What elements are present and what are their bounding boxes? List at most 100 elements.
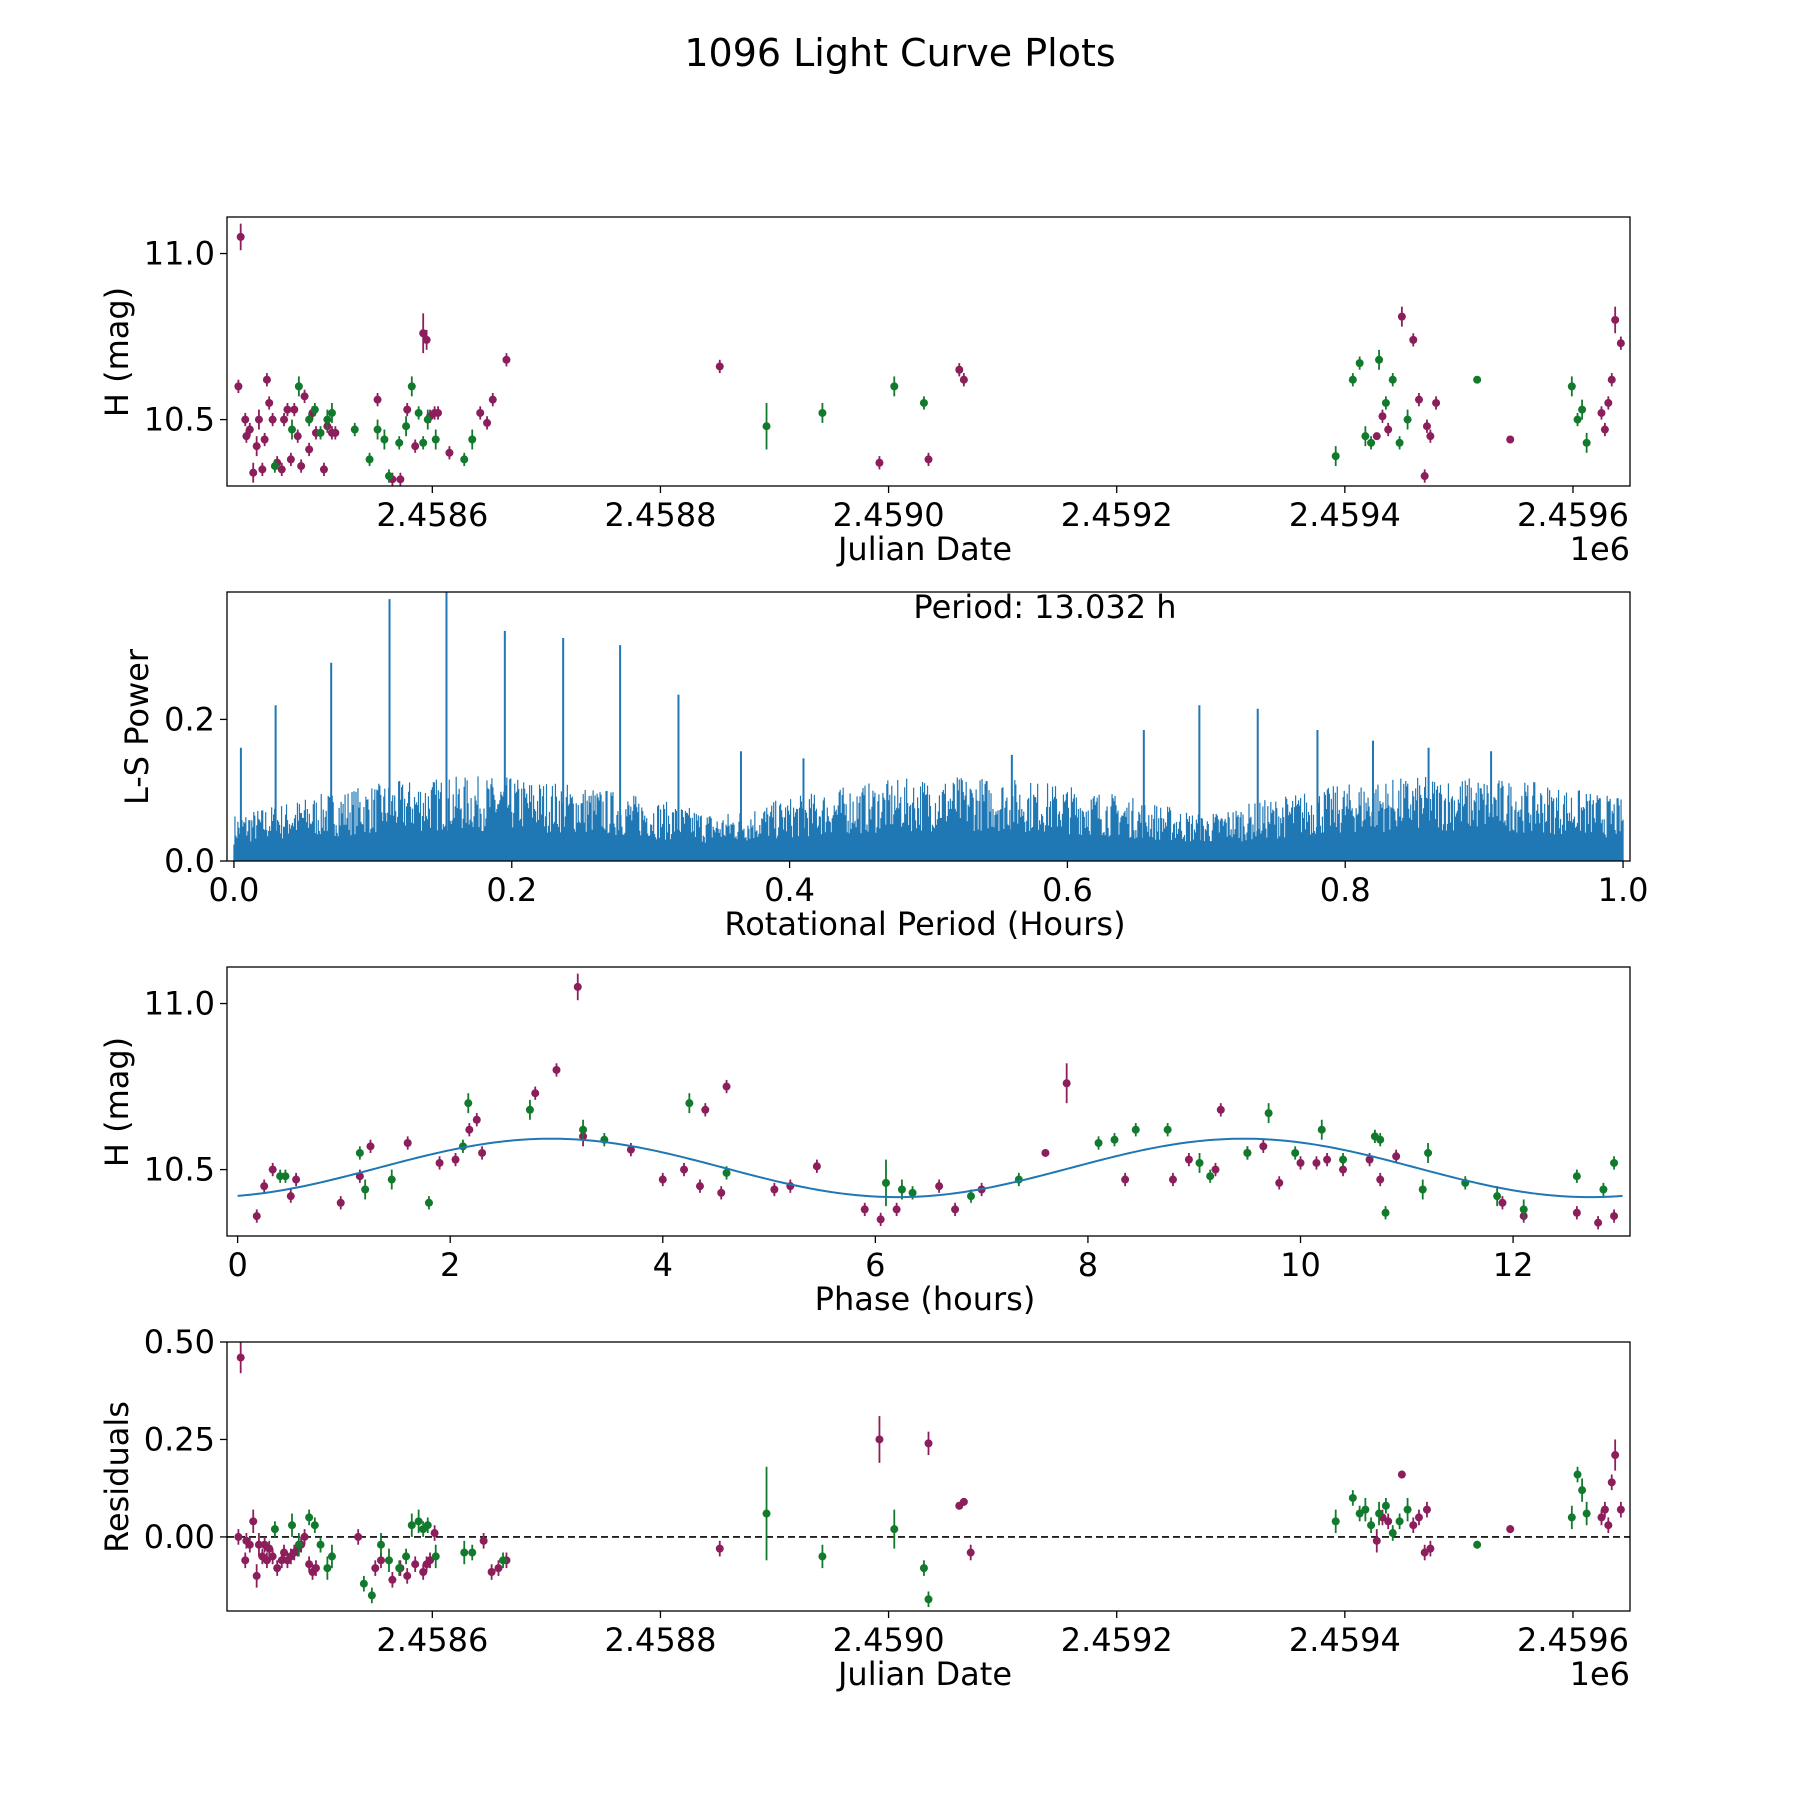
residuals-magenta-point bbox=[494, 1564, 503, 1573]
lightcurve-magenta-point bbox=[1414, 395, 1423, 404]
periodogram-xtick-label: 0.8 bbox=[1320, 871, 1371, 909]
residuals-ytick-label: 0.00 bbox=[144, 1518, 215, 1556]
lightcurve-xlabel: Julian Date bbox=[836, 530, 1012, 568]
phased-points bbox=[252, 973, 1619, 1230]
lightcurve-green-point bbox=[373, 425, 382, 434]
phased-magenta-point bbox=[1498, 1198, 1507, 1207]
phased-magenta-point bbox=[1211, 1165, 1220, 1174]
residuals-green-point bbox=[1403, 1505, 1412, 1514]
residuals-magenta-point bbox=[1372, 1536, 1381, 1545]
phased-magenta-point bbox=[1296, 1158, 1305, 1167]
residuals-magenta-point bbox=[236, 1353, 245, 1362]
lightcurve-green-point bbox=[890, 382, 899, 391]
lightcurve-xtick-label: 2.4590 bbox=[833, 496, 945, 534]
phased-ytick-label: 11.0 bbox=[144, 985, 215, 1023]
phased-green-point bbox=[967, 1192, 976, 1201]
residuals-magenta-point bbox=[311, 1564, 320, 1573]
phased-green-point bbox=[361, 1185, 370, 1194]
residuals-xtick-label: 2.4590 bbox=[833, 1621, 945, 1659]
lightcurve-magenta-point bbox=[1409, 335, 1418, 344]
phased-panel: Phase (hours) H (mag) 0 2 4 6 8 10 12 10.5 11.0 bbox=[98, 966, 1631, 1318]
lightcurve-green-point bbox=[1381, 398, 1390, 407]
lightcurve-magenta-point bbox=[1422, 422, 1431, 431]
lightcurve-magenta-point bbox=[1432, 398, 1441, 407]
lightcurve-frame bbox=[226, 216, 1631, 487]
periodogram-power-line bbox=[233, 776, 1624, 861]
lightcurve-green-point bbox=[1403, 415, 1412, 424]
periodogram-xtick-label: 0.4 bbox=[764, 871, 815, 909]
periodogram-ylabel: L-S Power bbox=[118, 648, 156, 805]
period-annotation: Period: 13.032 h bbox=[913, 588, 1176, 626]
residuals-green-point bbox=[1367, 1521, 1376, 1530]
lightcurve-points bbox=[234, 223, 1625, 486]
residuals-xtick-label: 2.4594 bbox=[1289, 1621, 1401, 1659]
phased-magenta-point bbox=[478, 1148, 487, 1157]
residuals-green-point bbox=[460, 1548, 469, 1557]
phased-green-point bbox=[579, 1125, 588, 1134]
lightcurve-green-point bbox=[288, 425, 297, 434]
phased-magenta-point bbox=[573, 982, 582, 991]
lightcurve-green-point bbox=[419, 438, 428, 447]
residuals-magenta-point bbox=[245, 1540, 254, 1549]
periodogram-ytick-label: 0.0 bbox=[164, 842, 215, 880]
lightcurve-magenta-point bbox=[1378, 412, 1387, 421]
lightcurve-green-point bbox=[323, 415, 332, 424]
lightcurve-ytick-label: 11.0 bbox=[144, 235, 215, 273]
residuals-green-point bbox=[359, 1579, 368, 1588]
residuals-magenta-point bbox=[262, 1556, 271, 1565]
residuals-green-point bbox=[1388, 1529, 1397, 1538]
lightcurve-magenta-point bbox=[258, 465, 267, 474]
residuals-green-point bbox=[1578, 1486, 1587, 1495]
phased-magenta-point bbox=[626, 1145, 635, 1154]
phased-magenta-point bbox=[1594, 1218, 1603, 1227]
residuals-green-point bbox=[270, 1525, 279, 1534]
phased-magenta-point bbox=[1610, 1212, 1619, 1221]
lightcurve-green-point bbox=[423, 415, 432, 424]
residuals-magenta-point bbox=[1422, 1505, 1431, 1514]
phased-magenta-point bbox=[366, 1142, 375, 1151]
phased-xtick-label: 12 bbox=[1493, 1246, 1534, 1284]
residuals-green-point bbox=[1582, 1509, 1591, 1518]
residuals-magenta-point bbox=[273, 1564, 282, 1573]
phased-green-point bbox=[1110, 1135, 1119, 1144]
phased-ylabel: H (mag) bbox=[98, 1037, 136, 1167]
phased-green-point bbox=[1317, 1125, 1326, 1134]
residuals-magenta-point bbox=[249, 1517, 258, 1526]
phased-green-point bbox=[1163, 1125, 1172, 1134]
lightcurve-magenta-point bbox=[283, 405, 292, 414]
residuals-magenta-point bbox=[1420, 1548, 1429, 1557]
residuals-green-point bbox=[1573, 1470, 1582, 1479]
lightcurve-magenta-point bbox=[305, 445, 314, 454]
phased-magenta-point bbox=[1365, 1155, 1374, 1164]
lightcurve-magenta-point bbox=[403, 405, 412, 414]
residuals-magenta-point bbox=[1597, 1513, 1606, 1522]
lightcurve-magenta-point bbox=[280, 415, 289, 424]
lightcurve-green-point bbox=[384, 472, 393, 481]
figure-title: 1096 Light Curve Plots bbox=[684, 31, 1115, 75]
phased-magenta-point bbox=[260, 1182, 269, 1191]
phased-fit-curve bbox=[237, 1137, 1623, 1199]
phased-green-point bbox=[1610, 1158, 1619, 1167]
lightcurve-magenta-point bbox=[286, 455, 295, 464]
phased-magenta-point bbox=[1216, 1105, 1225, 1114]
lightcurve-magenta-point bbox=[1384, 425, 1393, 434]
phased-magenta-point bbox=[268, 1165, 277, 1174]
phased-magenta-point bbox=[465, 1125, 474, 1134]
lightcurve-green-point bbox=[365, 455, 374, 464]
lightcurve-magenta-point bbox=[319, 465, 328, 474]
phased-magenta-point bbox=[770, 1185, 779, 1194]
phased-magenta-point bbox=[876, 1215, 885, 1224]
lightcurve-xtick-label: 2.4596 bbox=[1517, 496, 1629, 534]
residuals-green-point bbox=[316, 1540, 325, 1549]
residuals-magenta-point bbox=[1607, 1478, 1616, 1487]
residuals-xtick-label: 2.4592 bbox=[1061, 1621, 1173, 1659]
lightcurve-magenta-point bbox=[262, 375, 271, 384]
lightcurve-magenta-point bbox=[396, 475, 405, 484]
lightcurve-magenta-point bbox=[924, 455, 933, 464]
lightcurve-magenta-point bbox=[875, 458, 884, 467]
phased-green-point bbox=[1572, 1172, 1581, 1181]
lightcurve-magenta-point bbox=[242, 432, 251, 441]
residuals-magenta-point bbox=[280, 1548, 289, 1557]
lightcurve-green-point bbox=[1573, 415, 1582, 424]
